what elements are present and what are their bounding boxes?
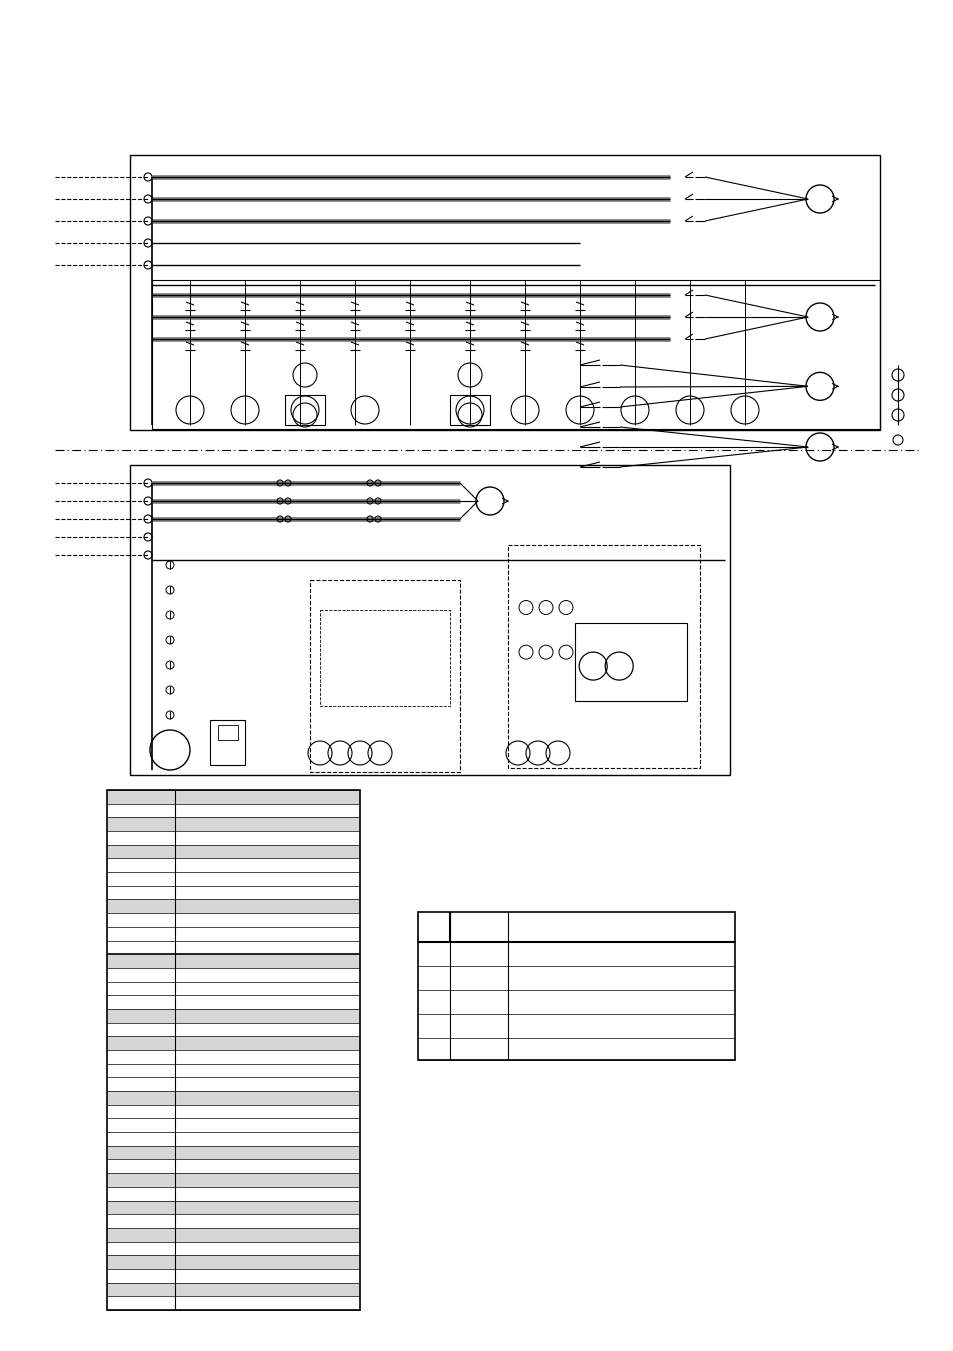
Bar	[575, 623, 686, 701]
Bar	[107, 1228, 359, 1242]
Bar	[107, 1173, 359, 1186]
Bar	[107, 844, 359, 858]
Bar	[107, 900, 359, 913]
Bar	[285, 394, 325, 426]
Bar	[107, 1036, 359, 1050]
Bar	[107, 1282, 359, 1297]
Bar	[107, 790, 359, 804]
Bar	[107, 1009, 359, 1023]
Bar	[310, 580, 459, 773]
Bar	[107, 1146, 359, 1159]
Bar	[450, 394, 490, 426]
Bar	[107, 954, 359, 967]
Bar	[107, 1092, 359, 1105]
Bar	[107, 1201, 359, 1215]
Bar	[130, 465, 729, 775]
Bar	[417, 912, 734, 1061]
Bar	[130, 155, 879, 430]
Bar	[319, 611, 450, 707]
Bar	[210, 720, 245, 765]
Bar	[107, 817, 359, 831]
Bar	[152, 280, 879, 430]
Bar	[107, 790, 359, 1310]
Bar	[507, 544, 700, 769]
Bar	[218, 725, 237, 740]
Bar	[107, 1255, 359, 1269]
